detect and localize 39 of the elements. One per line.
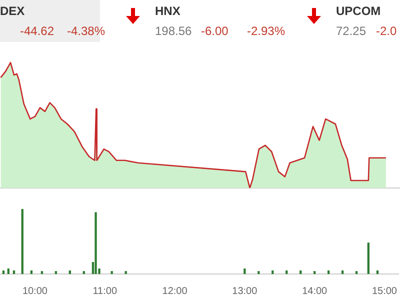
bar <box>2 270 5 274</box>
bar <box>244 268 246 274</box>
text: -4.38% <box>67 24 106 38</box>
text: UPCOM <box>336 4 381 18</box>
text: -2.93% <box>247 24 286 38</box>
text: DEX <box>0 4 25 18</box>
x-tick-label: 13:00 <box>232 286 258 297</box>
x-tick-label: 14:00 <box>302 286 328 297</box>
bar <box>68 270 71 274</box>
bar <box>341 270 344 274</box>
text: 72.25 <box>336 24 366 38</box>
x-tick-label: 15:00 <box>372 286 398 297</box>
bar <box>40 271 44 274</box>
bar <box>110 271 113 274</box>
bar <box>12 270 16 274</box>
bar <box>376 270 379 274</box>
bar <box>82 271 85 274</box>
bar <box>94 212 97 274</box>
bar <box>327 270 330 274</box>
text: -44.62 <box>20 24 54 38</box>
text: 198.56 <box>155 24 192 38</box>
bar <box>367 242 370 274</box>
text: -6.00 <box>201 24 228 38</box>
bar <box>286 270 288 274</box>
bar <box>54 271 58 274</box>
bar <box>258 271 260 274</box>
x-tick-label: 10:00 <box>22 286 48 297</box>
bar <box>272 270 274 274</box>
text: -2.0 <box>376 24 397 38</box>
bar <box>124 271 127 274</box>
x-tick-label: 12:00 <box>162 286 188 297</box>
bar <box>30 270 33 274</box>
x-tick-label: 11:00 <box>92 286 118 297</box>
text: HNX <box>155 4 180 18</box>
bar <box>7 268 10 274</box>
bar <box>300 270 302 274</box>
bar <box>355 271 358 274</box>
bar <box>314 271 316 274</box>
bar <box>21 208 24 274</box>
